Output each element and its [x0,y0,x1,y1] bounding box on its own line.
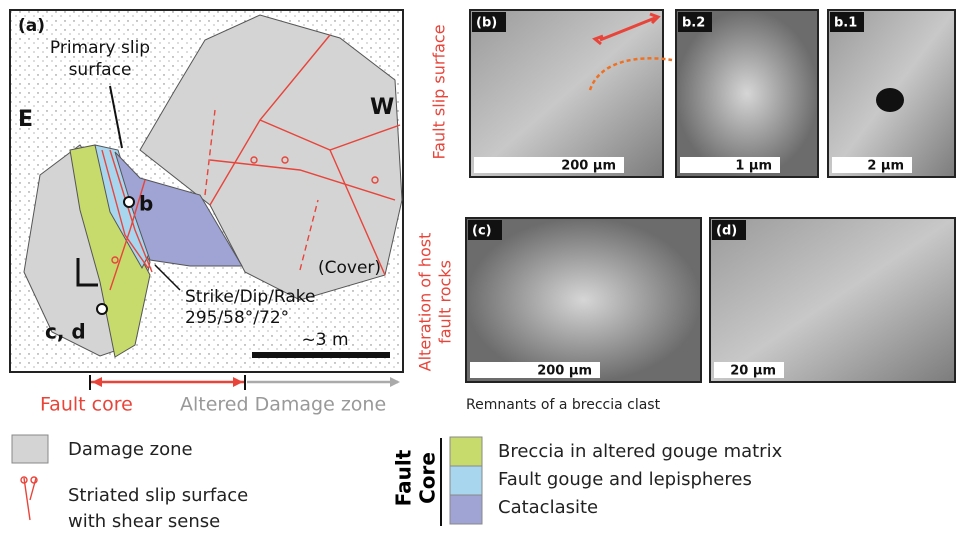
label: Strike/Dip/Rake [185,287,315,307]
row-labels: Fault slip surface Alteration of host fa… [416,24,455,371]
shape [390,377,400,387]
label: surface [69,60,132,80]
label: Fault [392,449,416,506]
label: Core [416,452,440,504]
scale-label: 200 µm [561,159,616,174]
panel-label: (b) [476,16,497,31]
label: ~3 m [301,330,348,350]
label: Remnants of a breccia clast [466,397,661,413]
pore [876,88,904,112]
map-panel: (a) E W Primary slip surface b c, d (Cov… [10,10,403,372]
scale-label: 1 µm [735,159,772,174]
label: Cataclasite [498,497,598,518]
label: Fault core [40,394,133,416]
legend: Damage zone Striated slip surface with s… [12,435,783,532]
scale-label: 20 µm [730,364,776,379]
shape [124,197,134,207]
label: Damage zone [68,439,193,460]
label: (Cover) [318,258,381,278]
shape [252,352,390,358]
label: Breccia in altered gouge matrix [498,441,783,462]
sem-image [466,218,701,382]
label: W [370,95,394,120]
shape [24,478,36,520]
label: Primary slip [50,38,150,58]
shape [450,495,482,524]
panel-label: b.2 [682,16,705,31]
scale-label: 2 µm [867,159,904,174]
panel-label: b.1 [834,16,857,31]
label: with shear sense [68,511,220,532]
label: fault rocks [436,260,455,344]
label: b [139,192,153,216]
zone-arrows: Fault core Altered Damage zone [40,375,400,416]
scale-label: 200 µm [537,364,592,379]
label: Fault slip surface [430,24,449,159]
label: E [18,107,33,132]
label: c, d [45,320,86,344]
figure: (a) E W Primary slip surface b c, d (Cov… [0,0,960,533]
sem-image [470,10,663,177]
sem-image [710,218,955,382]
label: Altered Damage zone [180,394,386,416]
shape [450,437,482,466]
sem-panels: (b) 200 µm b.2 1 µm b.1 2 µm (c) 200 µm (d) 20 µm [466,10,955,382]
label: Striated slip surface [68,485,248,506]
label: 295/58°/72° [185,308,289,328]
label: Alteration of host [416,233,435,372]
label: Fault gouge and lepispheres [498,469,752,490]
sem-image [676,10,818,177]
panel-label: (c) [472,224,492,239]
shape [12,435,48,463]
panel-label: (d) [716,224,737,239]
label: (a) [18,16,45,36]
shape [450,466,482,495]
shape [97,304,107,314]
